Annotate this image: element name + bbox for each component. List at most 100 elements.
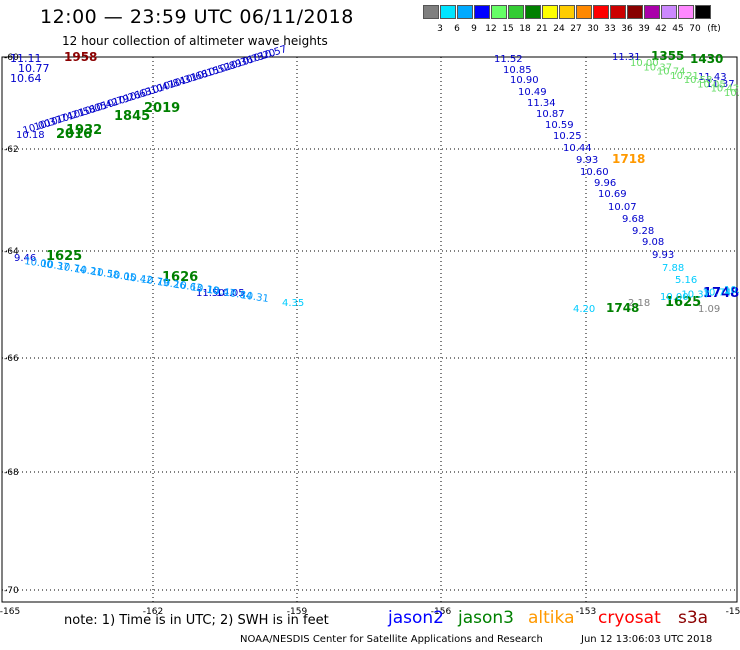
legend-label: 12 [485, 24, 497, 34]
wave-height-label: 9.68 [622, 214, 644, 225]
legend-swatch [644, 5, 660, 19]
lat-tick-label: -60 [4, 53, 19, 63]
page-subtitle: 12 hour collection of altimeter wave hei… [62, 34, 328, 48]
legend-label: 21 [536, 24, 548, 34]
track-label: 10.74 [57, 261, 87, 276]
satellite-name: cryosat [598, 608, 661, 628]
lon-tick-label: -153 [576, 607, 596, 617]
track-label: 10.57 [258, 44, 289, 63]
legend-label: 18 [519, 24, 531, 34]
legend-label: 9 [471, 24, 477, 34]
lon-tick-label: -15 [726, 607, 740, 617]
wave-height-label: 2.18 [628, 298, 650, 309]
timestamp-text: Jun 12 13:06:03 UTC 2018 [581, 634, 713, 645]
wave-height-label: 10.64 [10, 72, 42, 85]
track-label: 10.42 [711, 84, 740, 95]
wave-height-label: 9.08 [642, 237, 664, 248]
track-label: 10.05 [107, 269, 137, 284]
wave-height-label: 10.18 [16, 130, 45, 141]
legend-unit: (ft) [707, 24, 721, 34]
satellite-name: s3a [678, 608, 709, 628]
legend-label: 33 [604, 24, 616, 34]
lat-tick-label: -66 [4, 354, 19, 364]
legend-label: 3 [437, 24, 443, 34]
lat-tick-label: -70 [4, 586, 19, 596]
page-title: 12:00 — 23:59 UTC 06/11/2018 [40, 6, 354, 28]
wave-height-label: 9.96 [594, 178, 616, 189]
track-label: 10.63 [173, 280, 203, 295]
legend-label: 45 [672, 24, 684, 34]
lat-tick-label: -62 [4, 145, 19, 155]
wave-height-label: 9.93 [652, 250, 674, 261]
wave-height-label: 1718 [612, 152, 645, 166]
track-label: 10.05 [697, 79, 726, 90]
legend-swatch [661, 5, 677, 19]
legend-swatch [695, 5, 711, 19]
legend-label: 27 [570, 24, 582, 34]
wave-height-label: 1.09 [698, 304, 720, 315]
wave-height-label: 10.05 [216, 288, 245, 299]
lon-tick-label: -156 [431, 607, 452, 617]
legend-label: 15 [502, 24, 514, 34]
legend-swatch [440, 5, 456, 19]
satellite-name: altika [528, 608, 575, 628]
wave-height-label: 10.87 [536, 109, 565, 120]
wave-height-label: 4.20 [573, 304, 595, 315]
wave-height-label: 4.35 [282, 298, 304, 309]
wave-height-label: 10.07 [608, 202, 637, 213]
wave-height-label: 1625 [46, 249, 82, 264]
legend-label: 6 [454, 24, 460, 34]
track-label: 10.58 [684, 75, 713, 86]
legend-swatch [627, 5, 643, 19]
wave-height-label: 9.46 [14, 253, 36, 264]
satellite-name: jason3 [458, 608, 514, 628]
lon-tick-label: -159 [287, 607, 308, 617]
wave-height-label: 1626 [162, 270, 198, 285]
lat-tick-label: -64 [4, 247, 19, 257]
legend-swatch [457, 5, 473, 19]
wave-height-label: 1355 [651, 49, 684, 63]
lat-tick-label: -68 [4, 468, 19, 478]
wave-height-label: 11.50 [196, 288, 225, 299]
wave-height-label: 1748 [703, 286, 739, 301]
satellite-name: jason2 [388, 608, 444, 628]
track-label: 10.79 [140, 274, 170, 289]
legend-swatch [525, 5, 541, 19]
wave-height-label: 7.88 [662, 263, 684, 274]
track-label: 10.00 [630, 58, 659, 69]
wave-height-label: 10.69 [598, 189, 627, 200]
legend-swatch [491, 5, 507, 19]
wave-height-label: 11.31 [612, 52, 641, 63]
wave-height-label: 1932 [66, 123, 102, 138]
wave-height-label: 11.34 [527, 98, 556, 109]
wave-height-label: 2016 [56, 127, 92, 142]
track-label: 10.74 [703, 287, 732, 298]
wave-height-label: 1845 [114, 109, 150, 124]
legend-swatch [678, 5, 694, 19]
wave-height-label: 9.93 [576, 155, 598, 166]
wave-height-label: 10.25 [553, 131, 582, 142]
legend-swatch [542, 5, 558, 19]
wave-height-label: 11.37 [706, 79, 735, 90]
units-note: note: 1) Time is in UTC; 2) SWH is in fe… [64, 613, 329, 628]
legend-label: 39 [638, 24, 650, 34]
legend-swatch [474, 5, 490, 19]
wave-height-label: 10.60 [580, 167, 609, 178]
track-label: 10.58 [90, 267, 120, 282]
track-label: 10.00 [660, 292, 689, 303]
legend-swatch [593, 5, 609, 19]
track-label: 10.10 [190, 282, 220, 297]
legend-label: 30 [587, 24, 599, 34]
legend-label: 70 [689, 24, 701, 34]
track-label: 10.79 [724, 88, 740, 99]
track-label: 10.21 [724, 285, 740, 296]
legend-swatch [423, 5, 439, 19]
track-label: 10.47 [206, 285, 236, 300]
legend-swatch [576, 5, 592, 19]
track-label: 10.84 [223, 287, 253, 302]
wave-height-label: 10.90 [510, 75, 539, 86]
wave-height-label: 5.16 [675, 275, 697, 286]
legend-label: 24 [553, 24, 565, 34]
wave-height-label: 9.28 [632, 226, 654, 237]
